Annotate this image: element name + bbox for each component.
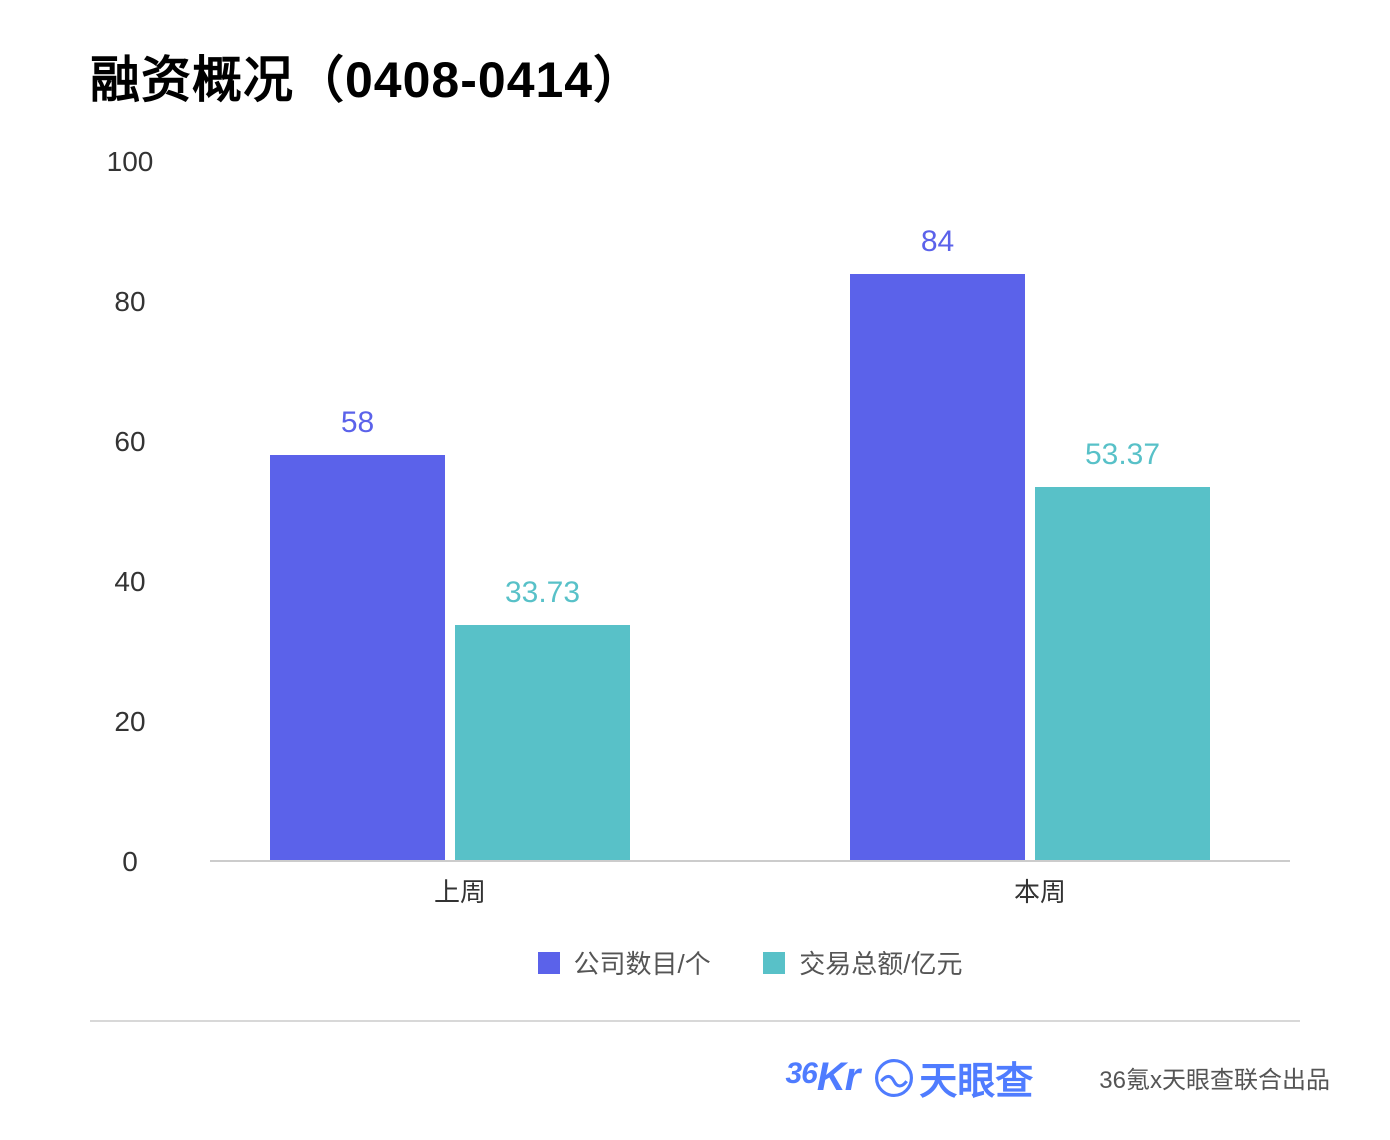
- y-tick: 80: [90, 286, 170, 318]
- brand-36kr-suffix: Kr: [817, 1055, 859, 1099]
- x-category-label: 本周: [850, 860, 1230, 909]
- chart-container: 100 80 60 40 20 0 58 33.73 上周 84 53.37 本…: [90, 162, 1290, 902]
- legend-item-amount: 交易总额/亿元: [763, 944, 962, 981]
- bar-companies: 58: [270, 455, 445, 860]
- bar-group-this-week: 84 53.37 本周: [850, 162, 1230, 860]
- legend-label: 公司数目/个: [574, 944, 711, 981]
- legend: 公司数目/个 交易总额/亿元: [210, 944, 1290, 981]
- y-tick: 100: [90, 146, 170, 178]
- legend-swatch-icon: [538, 952, 560, 974]
- brand-36kr-logo: 36Kr: [785, 1055, 859, 1100]
- bar-amount: 33.73: [455, 625, 630, 860]
- brand-36kr-prefix: 36: [785, 1057, 816, 1090]
- legend-swatch-icon: [763, 952, 785, 974]
- wave-icon: [875, 1059, 913, 1097]
- x-category-label: 上周: [270, 860, 650, 909]
- legend-label: 交易总额/亿元: [799, 944, 962, 981]
- footer-attribution: 36氪x天眼查联合出品: [1099, 1060, 1330, 1095]
- bar-companies: 84: [850, 274, 1025, 860]
- y-tick: 40: [90, 566, 170, 598]
- bar-value-label: 53.37: [1035, 438, 1210, 487]
- bar-value-label: 58: [270, 406, 445, 455]
- bar-value-label: 84: [850, 225, 1025, 274]
- y-axis: 100 80 60 40 20 0: [90, 162, 180, 862]
- bar-amount: 53.37: [1035, 487, 1210, 860]
- y-tick: 60: [90, 426, 170, 458]
- chart-title: 融资概况（0408-0414）: [90, 40, 1300, 112]
- bar-value-label: 33.73: [455, 576, 630, 625]
- y-tick: 0: [90, 846, 170, 878]
- brand-tianyancha-logo: 天眼查: [875, 1050, 1033, 1105]
- footer-divider: [90, 1020, 1300, 1022]
- brand-tianyancha-text: 天眼查: [919, 1050, 1033, 1105]
- bar-group-last-week: 58 33.73 上周: [270, 162, 650, 860]
- y-tick: 20: [90, 706, 170, 738]
- plot-area: 58 33.73 上周 84 53.37 本周: [210, 162, 1290, 862]
- footer: 36Kr 天眼查 36氪x天眼查联合出品: [0, 1050, 1330, 1105]
- legend-item-companies: 公司数目/个: [538, 944, 711, 981]
